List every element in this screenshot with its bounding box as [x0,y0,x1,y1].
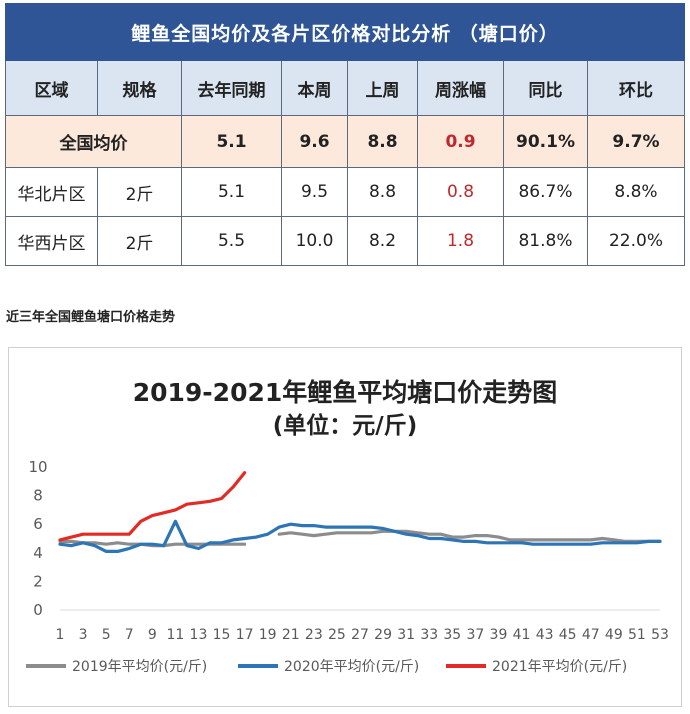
row-weekly-change: 0.8 [417,167,504,217]
row-weekly-change: 1.8 [417,216,504,266]
y-tick-label: 4 [33,544,43,562]
table-row: 华西片区 2斤 5.5 10.0 8.2 1.8 81.8% 22.0% [5,216,685,266]
x-tick-label: 45 [559,627,577,643]
national-last-week: 8.8 [347,115,418,168]
header-spec: 规格 [97,60,182,116]
table-header-row: 区域 规格 去年同期 本周 上周 周涨幅 同比 环比 [5,60,685,116]
legend-label: 2019年平均价(元/斤) [72,659,207,675]
legend-label: 2021年平均价(元/斤) [492,659,627,675]
x-tick-label: 43 [536,627,554,643]
national-this-week: 9.6 [281,115,348,168]
chart-title: 2019-2021年鲤鱼平均塘口价走势图 [133,378,558,407]
chart-subtitle: (单位：元/斤) [273,412,417,439]
header-mom: 环比 [587,60,685,116]
x-tick-label: 21 [282,627,300,643]
section-heading: 近三年全国鲤鱼塘口价格走势 [6,310,176,325]
row-last-week: 8.8 [347,167,418,217]
x-tick-label: 3 [79,627,88,643]
y-tick-labels: 0 2 4 6 8 10 [28,458,47,619]
x-tick-label: 31 [397,627,415,643]
y-tick-label: 10 [28,458,47,476]
header-last-year: 去年同期 [181,60,282,116]
header-yoy: 同比 [503,60,588,116]
row-this-week: 10.0 [281,216,348,266]
price-table: 鲤鱼全国均价及各片区价格对比分析 （塘口价） 区域 规格 去年同期 本周 上周 … [5,3,685,266]
x-tick-label: 1 [56,627,65,643]
header-last-week: 上周 [347,60,418,116]
national-yoy: 90.1% [503,115,588,168]
x-tick-label: 17 [236,627,254,643]
legend-label: 2020年平均价(元/斤) [284,659,419,675]
x-tick-label: 11 [166,627,184,643]
national-label: 全国均价 [5,115,182,168]
series-line-2 [58,519,662,553]
row-mom: 8.8% [587,167,685,217]
x-tick-label: 9 [148,627,157,643]
x-tick-label: 15 [213,627,231,643]
row-yoy: 86.7% [503,167,588,217]
x-tick-label: 7 [125,627,134,643]
row-last-week: 8.2 [347,216,418,266]
x-tick-label: 53 [651,627,669,643]
x-tick-labels: 1 3 5 7 9 11 13 15 17 19 21 23 25 27 29 31 33 35 37 39 41 43 4… [56,627,669,643]
y-tick-label: 0 [33,601,43,619]
x-tick-label: 27 [351,627,369,643]
x-tick-label: 39 [490,627,508,643]
row-last-year: 5.5 [181,216,282,266]
x-tick-label: 23 [305,627,323,643]
row-this-week: 9.5 [281,167,348,217]
x-tick-label: 25 [328,627,346,643]
y-tick-label: 6 [33,515,43,533]
table-row: 华北片区 2斤 5.1 9.5 8.8 0.8 86.7% 8.8% [5,167,685,217]
x-tick-label: 33 [420,627,438,643]
x-tick-label: 41 [513,627,531,643]
row-yoy: 81.8% [503,216,588,266]
header-this-week: 本周 [281,60,348,116]
y-tick-label: 8 [33,487,43,505]
x-tick-label: 19 [259,627,277,643]
y-tick-label: 2 [33,572,43,590]
header-region: 区域 [5,60,98,116]
header-weekly-change: 周涨幅 [417,60,504,116]
x-tick-label: 5 [102,627,111,643]
legend: 2019年平均价(元/斤) 2020年平均价(元/斤) 2021年平均价(元/斤) [26,659,627,675]
x-tick-label: 35 [443,627,461,643]
row-region: 华西片区 [5,216,98,266]
row-spec: 2斤 [97,167,182,217]
series-lines [58,471,662,553]
table-row-national: 全国均价 5.1 9.6 8.8 0.9 90.1% 9.7% [5,115,685,168]
national-weekly-change: 0.9 [417,115,504,168]
series-line-3 [58,471,247,542]
x-tick-label: 49 [605,627,623,643]
row-mom: 22.0% [587,216,685,266]
row-spec: 2斤 [97,216,182,266]
x-tick-label: 47 [582,627,600,643]
x-tick-label: 37 [466,627,484,643]
row-region: 华北片区 [5,167,98,217]
x-tick-label: 51 [628,627,646,643]
x-tick-label: 29 [374,627,392,643]
x-tick-label: 13 [190,627,208,643]
table-title: 鲤鱼全国均价及各片区价格对比分析 （塘口价） [5,3,685,61]
national-last-year: 5.1 [181,115,282,168]
row-last-year: 5.1 [181,167,282,217]
national-mom: 9.7% [587,115,685,168]
